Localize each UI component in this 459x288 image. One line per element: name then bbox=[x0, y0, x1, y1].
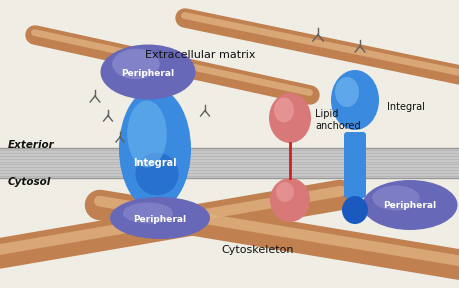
Ellipse shape bbox=[112, 49, 159, 79]
Text: Integral: Integral bbox=[133, 158, 176, 168]
Text: Extracellular matrix: Extracellular matrix bbox=[145, 50, 255, 60]
Text: Peripheral: Peripheral bbox=[121, 69, 174, 79]
Ellipse shape bbox=[123, 202, 173, 223]
Text: Cytoskeleton: Cytoskeleton bbox=[221, 245, 294, 255]
Ellipse shape bbox=[362, 180, 457, 230]
Ellipse shape bbox=[274, 98, 293, 122]
Text: Cytosol: Cytosol bbox=[8, 177, 51, 187]
Ellipse shape bbox=[119, 88, 190, 210]
FancyBboxPatch shape bbox=[343, 132, 365, 198]
Text: Exterior: Exterior bbox=[8, 140, 55, 150]
Ellipse shape bbox=[269, 178, 309, 222]
Ellipse shape bbox=[275, 182, 293, 202]
Bar bbox=[0, 148, 459, 178]
Text: Peripheral: Peripheral bbox=[133, 215, 186, 225]
Text: Lipid
anchored: Lipid anchored bbox=[314, 109, 360, 131]
Ellipse shape bbox=[341, 196, 367, 224]
Text: Peripheral: Peripheral bbox=[383, 202, 436, 211]
Ellipse shape bbox=[135, 153, 178, 195]
Ellipse shape bbox=[330, 70, 378, 130]
Ellipse shape bbox=[371, 185, 419, 211]
Text: Integral: Integral bbox=[386, 102, 424, 112]
Ellipse shape bbox=[334, 77, 358, 107]
Ellipse shape bbox=[269, 93, 310, 143]
Ellipse shape bbox=[110, 197, 210, 239]
Ellipse shape bbox=[100, 45, 195, 99]
Ellipse shape bbox=[127, 101, 167, 168]
